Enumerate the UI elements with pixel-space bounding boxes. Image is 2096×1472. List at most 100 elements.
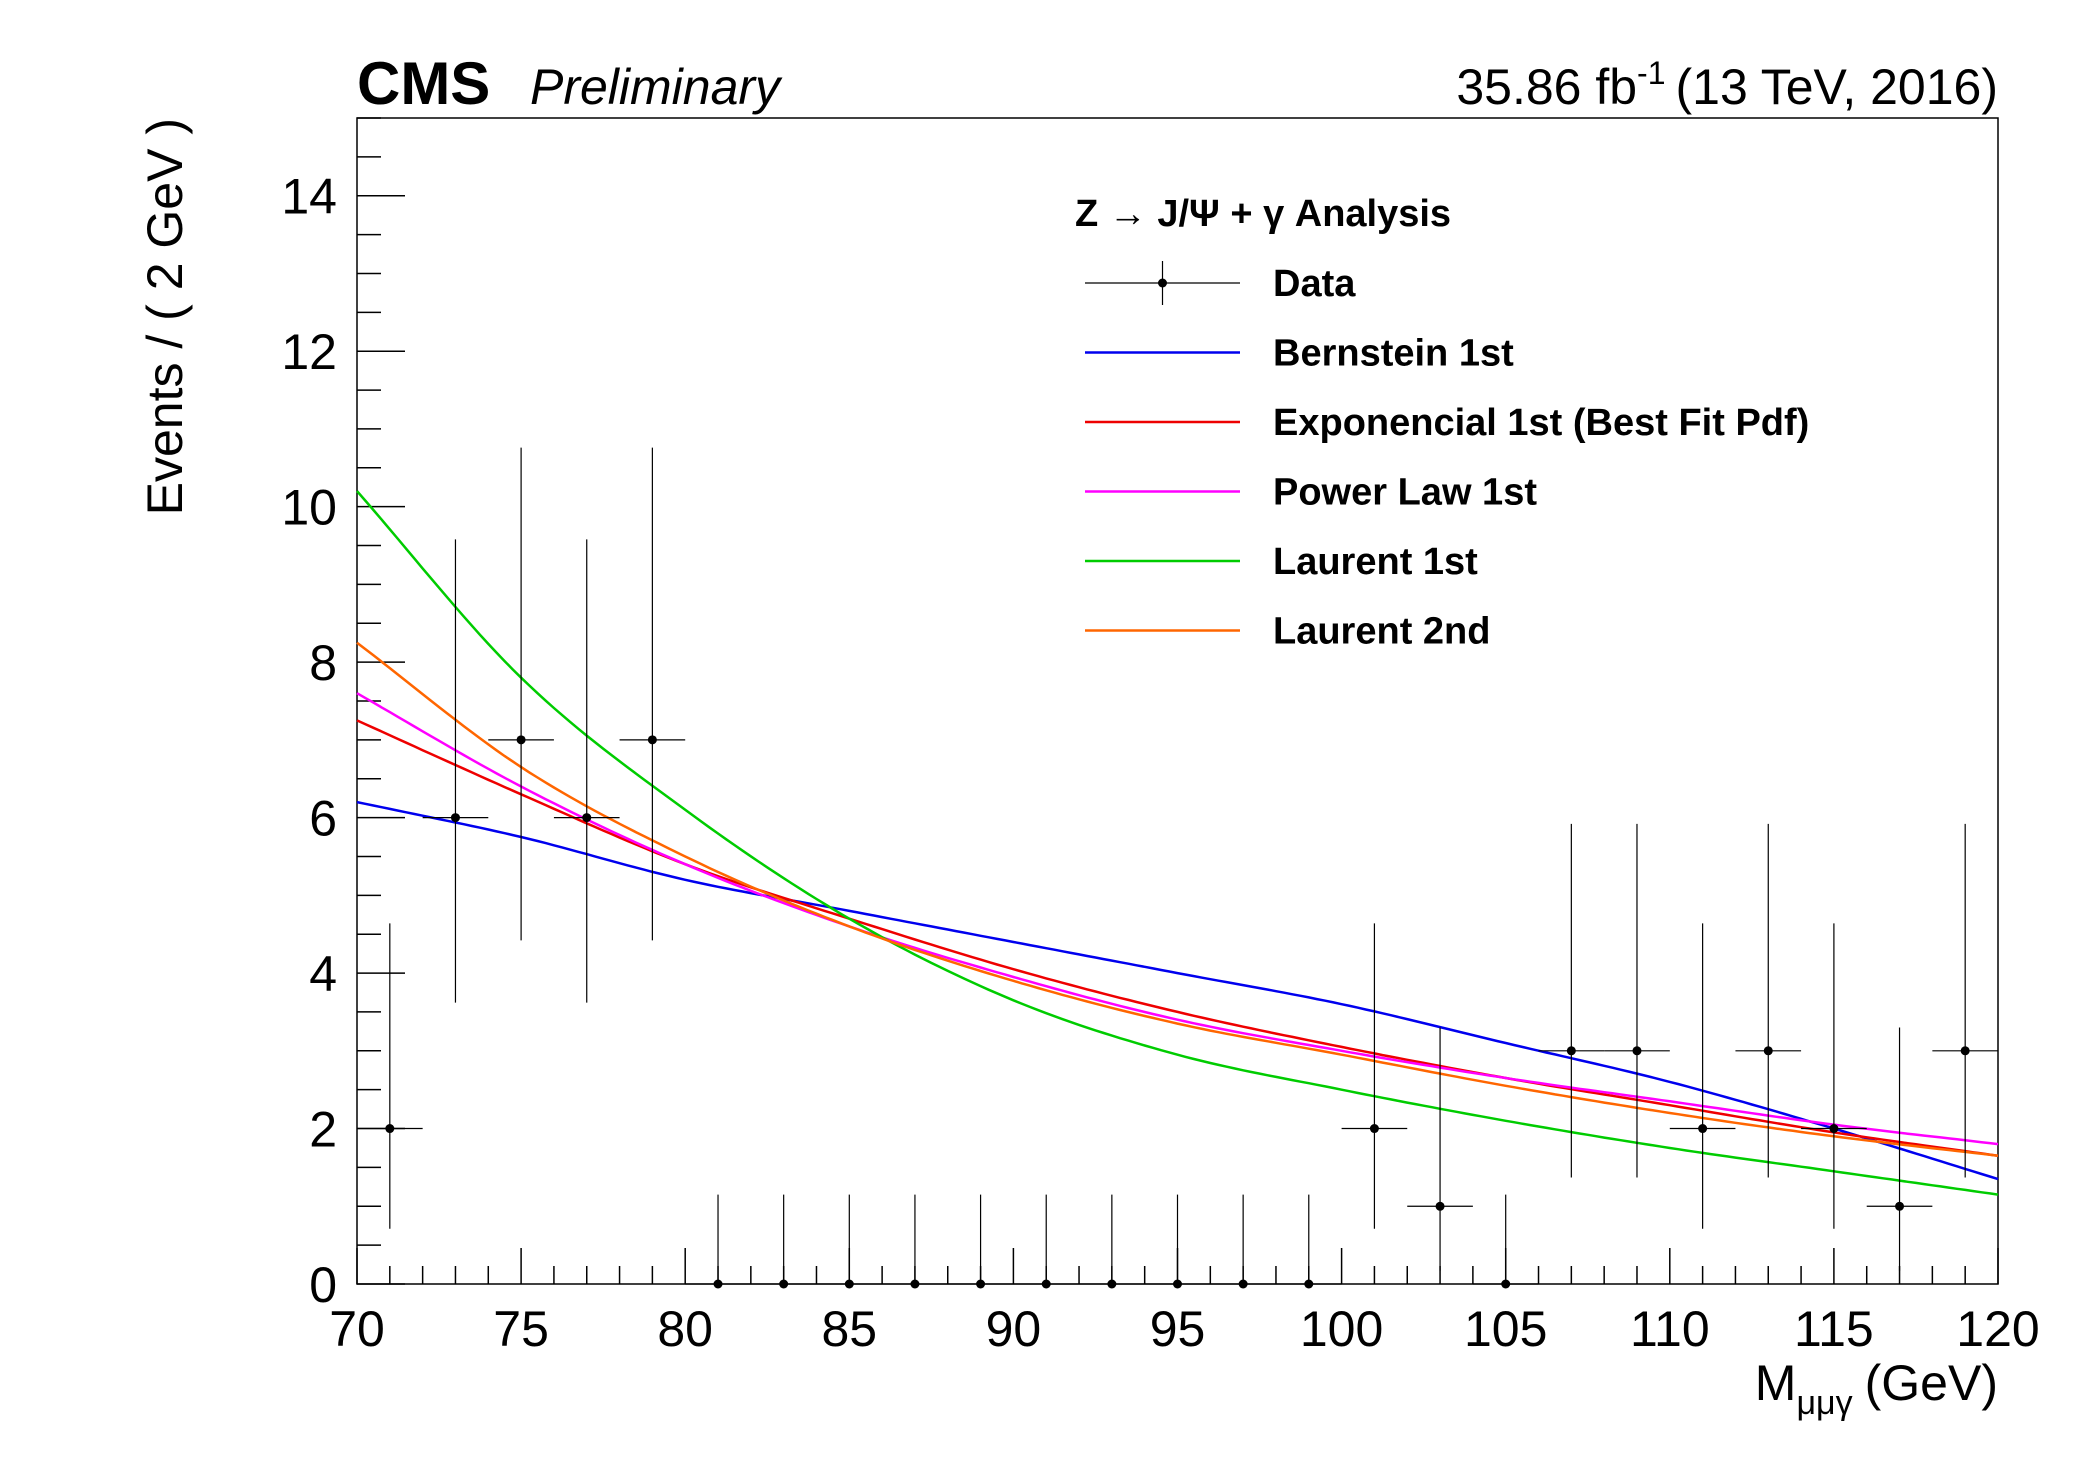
data-point [1538,823,1605,1178]
legend-entry: Data [1085,261,1356,305]
data-point [947,1194,1014,1289]
data-marker [1566,1046,1576,1056]
curve-laurent-2nd [356,641,1999,1157]
x-tick-label: 110 [1630,1301,1710,1357]
legend-swatch-marker [1158,278,1167,288]
data-marker [647,735,657,745]
data-marker [1763,1046,1773,1056]
data-marker [582,813,592,823]
curve-exponencial-1st-best-fit-pdf [356,719,1999,1157]
data-marker [1960,1046,1970,1056]
legend-label: Laurent 1st [1273,541,1478,583]
legend-entry: Bernstein 1st [1085,333,1514,375]
fit-curves [356,490,1999,1196]
y-tick-label: 6 [309,791,337,847]
data-marker [450,813,460,823]
x-tick-label: 90 [986,1301,1042,1357]
legend-entry: Power Law 1st [1085,472,1537,514]
data-point [1341,923,1408,1229]
data-marker [910,1279,920,1289]
data-point [357,923,423,1229]
experiment-label: CMS [357,50,490,117]
x-axis-title-sub: μμγ [1796,1384,1852,1422]
legend-label: Bernstein 1st [1273,333,1514,375]
data-point [553,539,620,1003]
data-marker [713,1279,723,1289]
data-marker [1369,1124,1379,1134]
lumi-value: 35.86 fb [1456,59,1637,115]
legend-entry: Exponencial 1st (Best Fit Pdf) [1085,402,1809,444]
x-axis-title-main: M [1755,1355,1797,1411]
data-point [1735,823,1802,1178]
lumi-exponent: -1 [1637,55,1665,91]
x-tick-label: 85 [821,1301,877,1357]
y-tick-label: 2 [309,1102,337,1158]
x-tick-label: 80 [657,1301,713,1357]
data-point [1472,1194,1539,1289]
legend-entry: Laurent 1st [1085,541,1478,583]
data-point [882,1194,948,1289]
data-marker [1238,1279,1248,1289]
data-point [1079,1194,1145,1289]
data-point [1013,1194,1080,1289]
x-axis-title: Mμμγ (GeV) [1755,1355,1998,1422]
data-marker [1698,1124,1708,1134]
y-tick-label: 12 [281,324,337,380]
data-point [685,1194,751,1289]
legend-label: Laurent 2nd [1273,611,1490,653]
data-point [422,539,489,1003]
data-marker [1829,1124,1839,1134]
status-label: Preliminary [530,59,783,115]
data-marker [1304,1279,1314,1289]
data-marker [779,1279,789,1289]
data-marker [1895,1201,1905,1211]
data-point [1275,1194,1342,1289]
data-point [1604,823,1670,1178]
data-point [1144,1194,1211,1289]
y-tick-label: 10 [281,480,337,536]
data-marker [1173,1279,1182,1289]
data-marker [1435,1201,1445,1211]
y-axis-title: Events / ( 2 GeV ) [137,118,193,515]
data-point [1801,923,1867,1229]
x-tick-label: 95 [1150,1301,1206,1357]
curve-bernstein-1st [356,800,1999,1181]
x-tick-label: 75 [493,1301,549,1357]
data-point [488,447,554,941]
data-marker [1107,1279,1117,1289]
legend-label: Data [1273,263,1356,305]
data-marker [844,1279,854,1289]
data-point [816,1194,883,1289]
y-tick-label: 14 [281,169,337,225]
data-marker [1501,1279,1511,1289]
curve-power-law-1st [356,692,1999,1146]
data-point [1866,1027,1933,1271]
legend-label: Power Law 1st [1273,472,1537,514]
x-tick-label: 70 [329,1301,385,1357]
data-point [1669,923,1736,1229]
curve-laurent-1st [356,490,1999,1196]
legend-title: Z → J/Ψ + γ Analysis [1075,193,1451,235]
data-points [357,447,1998,1289]
lumi-energy: (13 TeV, 2016) [1676,59,1999,115]
data-marker [1041,1279,1051,1289]
y-tick-label: 0 [309,1257,337,1313]
legend-entry: Laurent 2nd [1085,611,1490,653]
legend-entries: Data Bernstein 1st Exponencial 1st (Best F… [1085,261,1809,653]
data-marker [385,1124,395,1134]
legend: Z → J/Ψ + γ Analysis Data Bernstein 1st Ex… [1075,193,1809,653]
y-tick-label: 8 [309,635,337,691]
lumi-label: 35.86 fb-1 (13 TeV, 2016) [1456,55,1998,115]
data-point [750,1194,817,1289]
legend-label: Exponencial 1st (Best Fit Pdf) [1273,402,1809,444]
x-tick-label: 105 [1464,1301,1547,1357]
y-tick-label: 4 [309,946,337,1002]
x-tick-label: 115 [1794,1301,1874,1357]
tick-labels: 70 75 80 85 90 95 100 105 110 115 120 0 2 4 6 8 10 12 14 [281,169,2039,1357]
data-point [1407,1027,1473,1271]
data-marker [1632,1046,1642,1056]
data-point [1932,823,1998,1178]
data-marker [976,1279,986,1289]
